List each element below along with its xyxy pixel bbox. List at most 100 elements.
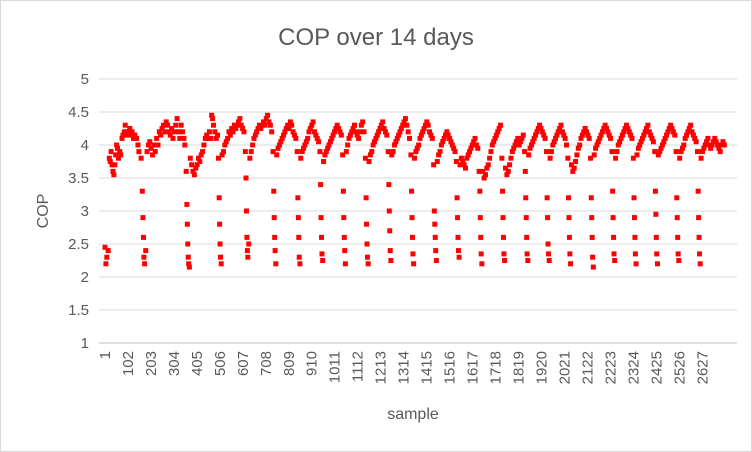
data-point (222, 142, 228, 148)
data-point (123, 132, 129, 138)
data-point (244, 234, 250, 240)
data-point (631, 195, 637, 201)
data-point (479, 261, 485, 267)
data-point (608, 135, 614, 141)
data-point (404, 122, 410, 128)
data-point (282, 129, 288, 135)
data-point (261, 119, 267, 125)
data-point (586, 135, 592, 141)
data-point (178, 122, 184, 128)
data-point (174, 116, 180, 122)
data-point (475, 145, 481, 151)
data-point (185, 254, 191, 260)
data-points (102, 112, 727, 270)
data-point (670, 129, 676, 135)
data-point (562, 135, 568, 141)
data-point (236, 119, 242, 125)
y-tick-label: 5 (81, 71, 89, 88)
data-point (111, 172, 117, 178)
data-point (639, 135, 645, 141)
data-point (622, 126, 628, 131)
data-point (364, 241, 370, 247)
data-point (197, 159, 203, 164)
data-point (578, 135, 584, 141)
data-point (626, 129, 632, 135)
data-point (537, 122, 543, 128)
data-point (132, 132, 138, 138)
data-point (602, 122, 608, 128)
data-point (373, 135, 379, 141)
data-point (588, 155, 594, 161)
data-point (674, 195, 680, 201)
data-point (568, 162, 574, 168)
data-point (558, 122, 564, 128)
data-point (189, 162, 195, 168)
x-tick-label: 809 (281, 351, 298, 376)
data-point (524, 234, 530, 240)
y-axis-ticks: 1 1.5 2 2.5 3 3.5 4 4.5 5 (68, 71, 89, 352)
data-point (265, 112, 271, 118)
x-tick-label: 2627 (694, 351, 711, 384)
data-point (469, 142, 475, 148)
x-tick-label: 910 (304, 351, 321, 376)
x-tick-label: 1920 (533, 351, 550, 384)
data-point (609, 149, 615, 155)
data-point (437, 149, 443, 155)
data-point (319, 251, 325, 257)
data-point (215, 132, 221, 138)
data-point (464, 155, 470, 161)
data-point (121, 129, 127, 135)
data-point (158, 132, 164, 138)
data-point (322, 152, 328, 158)
data-point (401, 119, 407, 125)
data-point (294, 149, 300, 155)
data-point (427, 129, 433, 135)
data-point (431, 162, 437, 168)
data-point (542, 135, 548, 141)
data-point (428, 132, 434, 138)
data-point (254, 129, 260, 135)
data-point (611, 234, 617, 240)
data-point (243, 208, 249, 214)
data-point (442, 132, 448, 138)
data-point (296, 234, 302, 240)
data-point (256, 122, 262, 128)
data-point (184, 221, 190, 227)
data-point (219, 152, 225, 158)
x-tick-label: 1 (97, 351, 114, 359)
data-point (612, 258, 618, 263)
data-point (496, 126, 502, 131)
data-point (290, 129, 296, 135)
data-point (653, 234, 659, 240)
data-point (511, 145, 517, 151)
data-point (507, 162, 513, 168)
data-point (467, 149, 473, 155)
data-point (327, 139, 333, 145)
data-point (387, 248, 393, 254)
data-point (223, 139, 229, 145)
data-point (613, 155, 619, 161)
data-point (386, 208, 392, 214)
data-point (103, 261, 109, 267)
data-point (441, 135, 447, 141)
data-point (151, 142, 157, 148)
data-point (554, 132, 560, 138)
data-point (478, 234, 484, 240)
data-point (225, 135, 231, 141)
data-point (570, 168, 576, 174)
data-point (296, 254, 302, 260)
data-point (436, 152, 442, 158)
data-point (377, 126, 383, 131)
data-point (473, 142, 479, 148)
data-point (665, 129, 671, 135)
data-point (432, 221, 438, 227)
data-point (323, 149, 329, 155)
data-point (136, 149, 142, 155)
data-point (500, 234, 506, 240)
data-point (166, 129, 172, 135)
y-tick-label: 2 (81, 269, 89, 286)
data-point (498, 122, 504, 128)
data-point (523, 215, 529, 221)
data-point (139, 188, 145, 194)
data-point (372, 139, 378, 145)
